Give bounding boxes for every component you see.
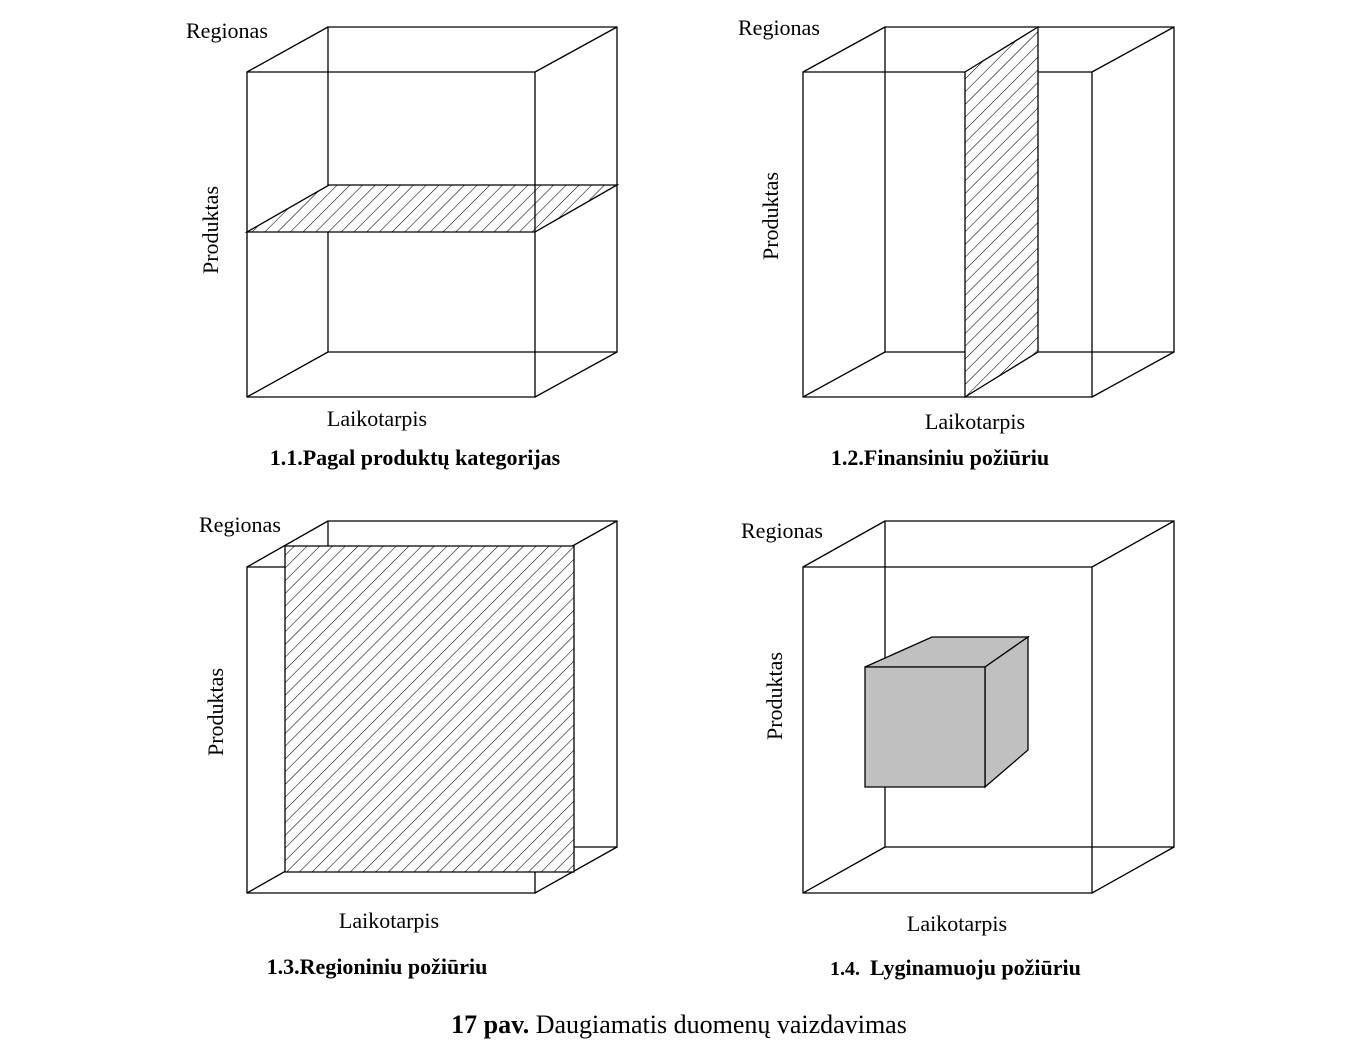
cube-front-face — [802, 566, 1093, 894]
cube-depth-edges — [246, 520, 618, 894]
cube-depth-edges — [802, 520, 1175, 894]
panel-caption-text: Lyginamuoju požiūriu — [870, 955, 1081, 980]
axis-label-period: Laikotarpis — [327, 406, 427, 431]
axis-label-region: Regionas — [199, 512, 281, 537]
axis-label-region: Regionas — [738, 15, 820, 40]
cube-front-face — [802, 71, 1093, 398]
panel-caption: 1.1.Pagal produktų kategorijas — [270, 445, 561, 470]
axis-label-product: Produktas — [203, 668, 228, 756]
panel-caption: 1.2.Finansiniu požiūriu — [831, 445, 1049, 470]
cube-front-face — [246, 71, 536, 398]
axis-label-region: Regionas — [186, 18, 268, 43]
panel-caption: 1.3.Regioniniu požiūriu — [267, 954, 488, 979]
axis-label-period: Laikotarpis — [907, 911, 1007, 936]
axis-label-product: Produktas — [762, 652, 787, 740]
axis-label-product: Produktas — [758, 172, 783, 260]
panel-caption: 1.4. — [830, 958, 860, 980]
axis-label-region: Regionas — [741, 518, 823, 543]
product-category-slice — [244, 184, 620, 233]
figure-caption: 17 pav. Daugiamatis duomenų vaizdavimas — [0, 1010, 1358, 1040]
regional-slice — [284, 545, 575, 873]
financial-slice — [964, 25, 1039, 399]
panel-1-2: Regionas Produktas Laikotarpis 1.2.Finan… — [738, 15, 1175, 470]
panel-1-3: Regionas Produktas Laikotarpis 1.3.Regio… — [199, 512, 618, 979]
cube-depth-edges — [246, 26, 618, 398]
subcube-front-face — [864, 666, 986, 788]
comparative-subcube — [864, 635, 1031, 789]
figure-title: Daugiamatis duomenų vaizdavimas — [535, 1010, 907, 1039]
cube-depth-edges — [802, 26, 1175, 398]
axis-label-period: Laikotarpis — [339, 908, 439, 933]
panel-1-1: Regionas Produktas Laikotarpis 1.1.Pagal… — [186, 18, 620, 470]
figure-number: 17 pav. — [451, 1010, 530, 1039]
panel-1-4: Regionas Produktas Laikotarpis 1.4. Lygi… — [741, 518, 1175, 980]
axis-label-product: Produktas — [198, 186, 223, 274]
axis-label-period: Laikotarpis — [925, 409, 1025, 434]
